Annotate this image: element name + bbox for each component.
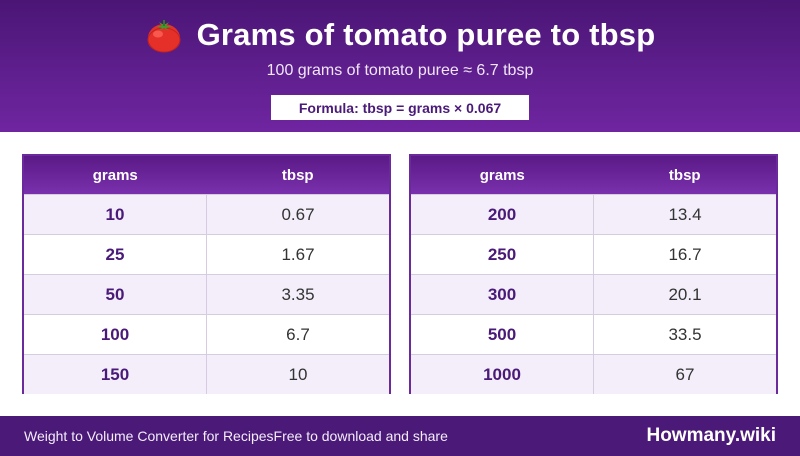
table-row: 50 3.35	[24, 274, 389, 314]
table-row: 25 1.67	[24, 234, 389, 274]
table-row: 10 0.67	[24, 194, 389, 234]
conversion-table-left: grams tbsp 10 0.67 25 1.67 50 3.35 100 6…	[22, 154, 391, 394]
table-row: 1000 67	[411, 354, 776, 394]
tbsp-cell: 0.67	[281, 204, 315, 224]
grams-cell: 300	[411, 275, 594, 314]
table-row: 100 6.7	[24, 314, 389, 354]
column-header-tbsp: tbsp	[668, 166, 701, 184]
table-header: grams tbsp	[411, 156, 776, 194]
grams-cell: 200	[411, 195, 594, 234]
table-row: 150 10	[24, 354, 389, 394]
grams-cell: 50	[24, 275, 207, 314]
column-header-grams: grams	[479, 166, 525, 184]
tomato-icon	[145, 16, 183, 54]
footer-bar: Weight to Volume Converter for Recipes F…	[0, 416, 800, 456]
grams-cell: 150	[24, 355, 207, 394]
page-title: Grams of tomato puree to tbsp	[196, 17, 656, 52]
table-header: grams tbsp	[24, 156, 389, 194]
grams-cell: 500	[411, 315, 594, 354]
tbsp-cell: 20.1	[668, 284, 702, 304]
tbsp-cell: 10	[288, 364, 308, 384]
grams-cell: 250	[411, 235, 594, 274]
table-row: 300 20.1	[411, 274, 776, 314]
grams-cell: 1000	[411, 355, 594, 394]
tbsp-cell: 13.4	[668, 204, 702, 224]
tbsp-cell: 1.67	[281, 244, 315, 264]
tbsp-cell: 6.7	[286, 324, 310, 344]
table-row: 250 16.7	[411, 234, 776, 274]
grams-cell: 10	[24, 195, 207, 234]
tbsp-cell: 67	[675, 364, 695, 384]
column-header-grams: grams	[92, 166, 138, 184]
table-row: 200 13.4	[411, 194, 776, 234]
grams-cell: 100	[24, 315, 207, 354]
tbsp-cell: 16.7	[668, 244, 702, 264]
free-text: Free to download and share	[273, 428, 448, 444]
app-name: Weight to Volume Converter for Recipes	[24, 428, 274, 444]
conversion-table-right: grams tbsp 200 13.4 250 16.7 300 20.1 50…	[409, 154, 778, 394]
tbsp-cell: 3.35	[281, 284, 315, 304]
brand-link[interactable]: Howmany.wiki	[646, 425, 776, 446]
header-banner: Grams of tomato puree to tbsp 100 grams …	[0, 0, 800, 132]
formula-badge: Formula: tbsp = grams × 0.067	[271, 95, 529, 120]
tbsp-cell: 33.5	[668, 324, 702, 344]
table-row: 500 33.5	[411, 314, 776, 354]
subtitle: 100 grams of tomato puree ≈ 6.7 tbsp	[266, 62, 534, 79]
grams-cell: 25	[24, 235, 207, 274]
column-header-tbsp: tbsp	[281, 166, 314, 184]
page-title-row: Grams of tomato puree to tbsp	[0, 14, 800, 56]
